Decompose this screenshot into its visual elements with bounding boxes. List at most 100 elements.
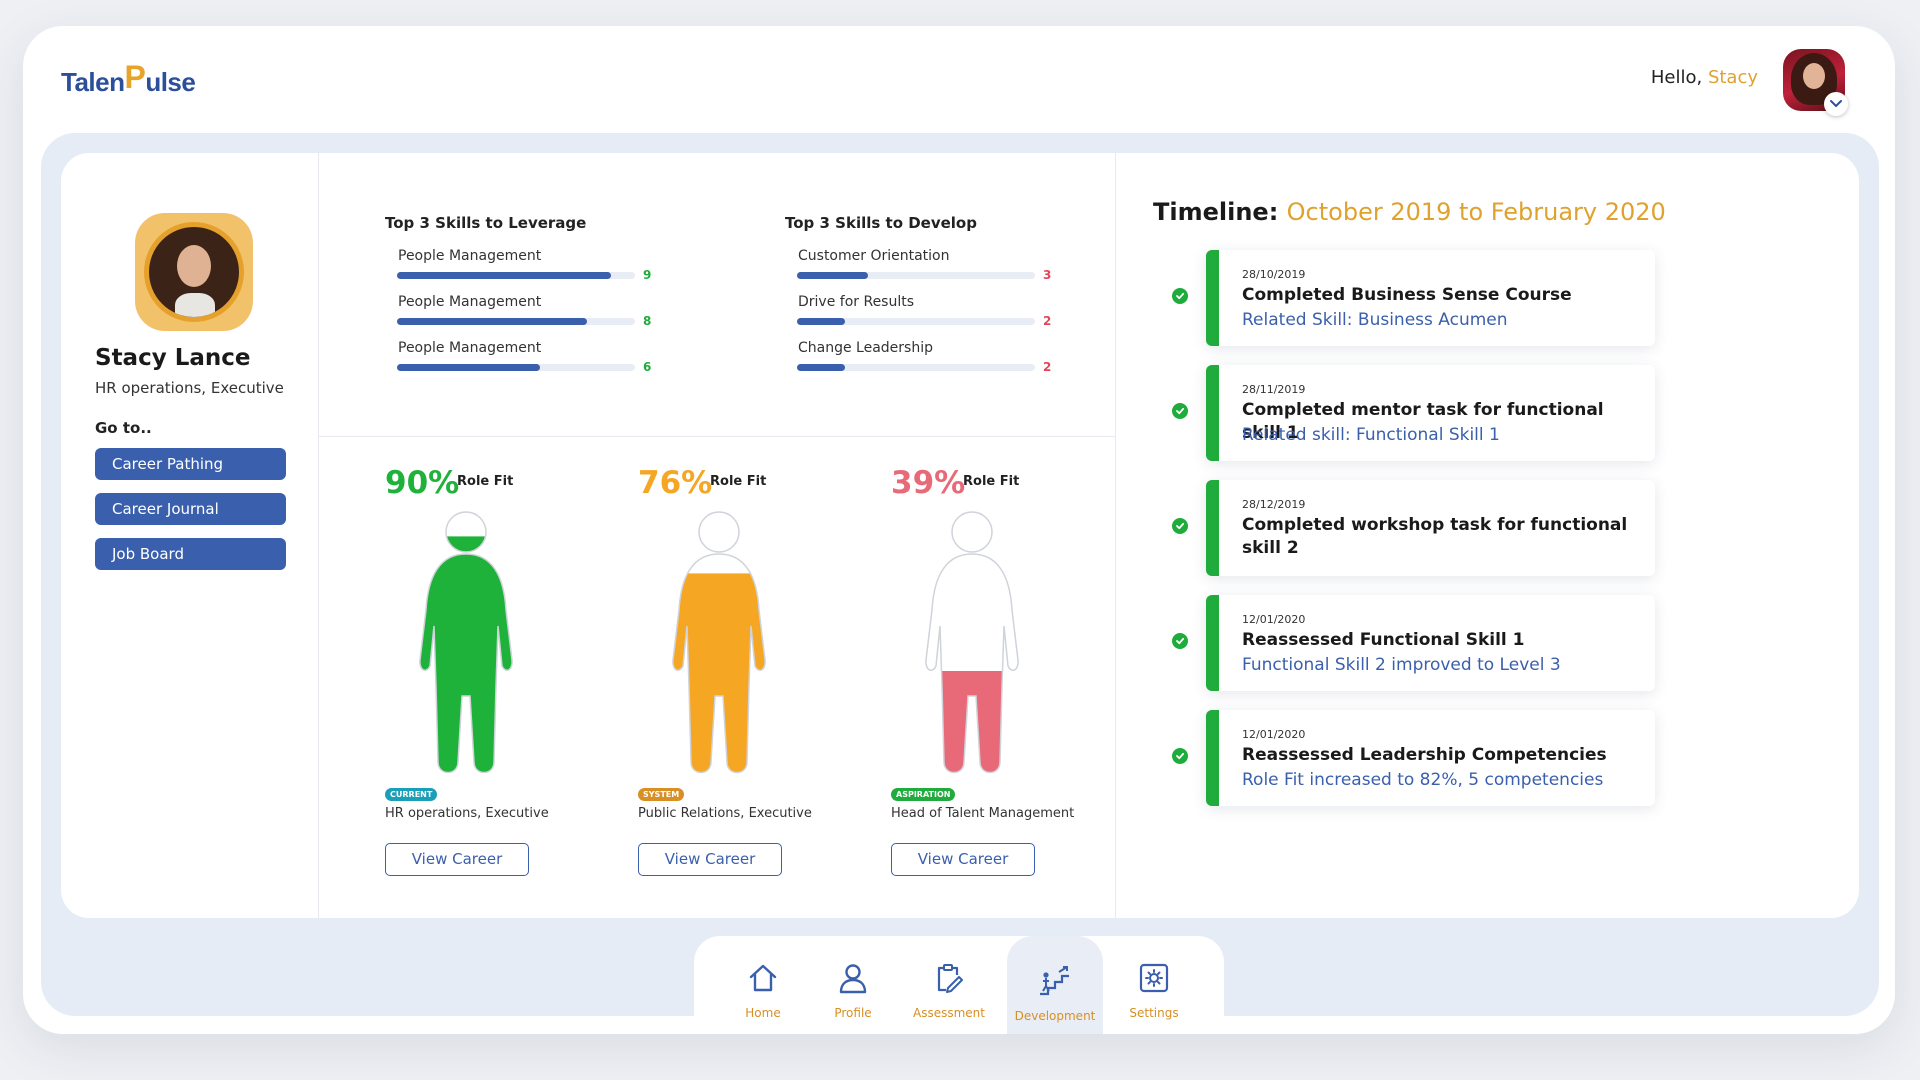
timeline-card[interactable]: 28/11/2019 Completed mentor task for func… [1206, 365, 1655, 461]
role-fit-role: HR operations, Executive [385, 806, 549, 821]
profile-photo [135, 213, 253, 331]
role-fit-role: Public Relations, Executive [638, 806, 812, 821]
chevron-down-icon[interactable] [1824, 92, 1848, 116]
skill-develop-row: Change Leadership 2 [785, 340, 1051, 376]
timeline-date: 12/01/2020 [1242, 613, 1306, 626]
role-fit-label: Role Fit [457, 474, 514, 489]
skill-bar-track [397, 272, 635, 279]
stairs-growth-icon [1010, 961, 1100, 1001]
clipboard-edit-icon [904, 958, 994, 998]
skill-bar-track [797, 272, 1035, 279]
talentpulse-logo[interactable]: TalenPulse [61, 59, 196, 99]
nav-item-label: Settings [1129, 1006, 1179, 1020]
check-circle-icon [1172, 518, 1188, 534]
divider [318, 153, 319, 918]
skill-score: 2 [1043, 314, 1052, 328]
divider [1115, 153, 1116, 918]
nav-item-development[interactable]: Development [1010, 961, 1100, 1023]
logo-accent: P [124, 59, 146, 95]
skill-bar-track [397, 364, 635, 371]
skill-bar-fill [397, 364, 540, 371]
timeline-date: 12/01/2020 [1242, 728, 1306, 741]
timeline-detail: Related skill: Functional Skill 1 [1242, 425, 1500, 445]
skill-score: 2 [1043, 360, 1052, 374]
skill-bar-track [797, 318, 1035, 325]
profile-role: HR operations, Executive [95, 379, 284, 397]
timeline-card[interactable]: 12/01/2020 Reassessed Leadership Competen… [1206, 710, 1655, 806]
skill-leverage-row: People Management 8 [385, 294, 651, 330]
role-fit-label: Role Fit [963, 474, 1020, 489]
skills-develop-title: Top 3 Skills to Develop [785, 214, 977, 232]
avatar[interactable] [1783, 49, 1845, 111]
divider [319, 436, 1115, 437]
logo-text-tail: ulse [145, 67, 196, 97]
role-fit-tag: CURRENT [385, 788, 438, 801]
career-pathing-button[interactable]: Career Pathing [95, 448, 286, 480]
view-career-button[interactable]: View Career [638, 843, 782, 876]
role-fit-role: Head of Talent Management [891, 806, 1075, 821]
timeline-detail: Functional Skill 2 improved to Level 3 [1242, 655, 1561, 675]
timeline-date: 28/12/2019 [1242, 498, 1306, 511]
nav-item-label: Development [1014, 1009, 1096, 1023]
timeline-card[interactable]: 28/12/2019 Completed workshop task for fu… [1206, 480, 1655, 576]
timeline-card[interactable]: 28/10/2019 Completed Business Sense Cours… [1206, 250, 1655, 346]
timeline-date: 28/10/2019 [1242, 268, 1306, 281]
nav-item-profile[interactable]: Profile [808, 958, 898, 1020]
role-fit-tag: ASPIRATION [891, 788, 956, 801]
role-fit-label: Role Fit [710, 474, 767, 489]
role-fit-percent: 76% [638, 465, 713, 501]
timeline-title-text: Completed mentor task for functional ski… [1242, 400, 1604, 443]
skill-bar-track [797, 364, 1035, 371]
role-fit-percent: 39% [891, 465, 966, 501]
skill-name: Customer Orientation [798, 248, 950, 264]
view-career-button[interactable]: View Career [385, 843, 529, 876]
timeline-label: Timeline: [1153, 198, 1279, 226]
skill-name: Drive for Results [798, 294, 915, 310]
role-fit-percent: 90% [385, 465, 460, 501]
profile-name: Stacy Lance [95, 345, 251, 371]
skills-leverage-title: Top 3 Skills to Leverage [385, 214, 587, 232]
skill-score: 3 [1043, 268, 1052, 282]
greeting: Hello, Stacy [1651, 67, 1758, 88]
timeline-title: Timeline: October 2019 to February 2020 [1153, 198, 1666, 226]
gear-icon [1109, 958, 1199, 998]
skill-develop-row: Drive for Results 2 [785, 294, 1051, 330]
timeline-date: 28/11/2019 [1242, 383, 1306, 396]
timeline-detail: Related Skill: Business Acumen [1242, 310, 1508, 330]
skill-name: People Management [398, 294, 542, 310]
user-icon [808, 958, 898, 998]
timeline-title-text: Completed Business Sense Course [1242, 285, 1572, 305]
nav-item-label: Profile [834, 1006, 872, 1020]
timeline-title-text: Reassessed Functional Skill 1 [1242, 630, 1525, 650]
skill-score: 8 [643, 314, 652, 328]
role-fit-figure [410, 510, 522, 774]
timeline-detail: Role Fit increased to 82%, 5 competencie… [1242, 770, 1604, 790]
skill-bar-fill [397, 318, 588, 325]
role-fit-figure [916, 510, 1028, 774]
check-circle-icon [1172, 403, 1188, 419]
timeline-title-text: Completed workshop task for functional s… [1242, 515, 1628, 558]
nav-item-home[interactable]: Home [718, 958, 808, 1020]
skill-score: 9 [643, 268, 652, 282]
skill-leverage-row: People Management 9 [385, 248, 651, 284]
timeline-card[interactable]: 12/01/2020 Reassessed Functional Skill 1 F… [1206, 595, 1655, 691]
timeline-title-text: Reassessed Leadership Competencies [1242, 745, 1607, 765]
skill-develop-row: Customer Orientation 3 [785, 248, 1051, 284]
timeline-range: October 2019 to February 2020 [1286, 198, 1666, 226]
role-fit-tag: SYSTEM [638, 788, 685, 801]
role-fit-figure [663, 510, 775, 774]
check-circle-icon [1172, 288, 1188, 304]
logo-text: Talen [61, 67, 125, 97]
nav-item-label: Home [745, 1006, 781, 1020]
nav-item-assessment[interactable]: Assessment [904, 958, 994, 1020]
view-career-button[interactable]: View Career [891, 843, 1035, 876]
check-circle-icon [1172, 748, 1188, 764]
skill-bar-fill [797, 272, 869, 279]
skill-bar-track [397, 318, 635, 325]
nav-item-settings[interactable]: Settings [1109, 958, 1199, 1020]
home-icon [718, 958, 808, 998]
career-journal-button[interactable]: Career Journal [95, 493, 286, 525]
skill-bar-fill [797, 364, 845, 371]
greeting-text: Hello, [1650, 67, 1703, 88]
job-board-button[interactable]: Job Board [95, 538, 286, 570]
